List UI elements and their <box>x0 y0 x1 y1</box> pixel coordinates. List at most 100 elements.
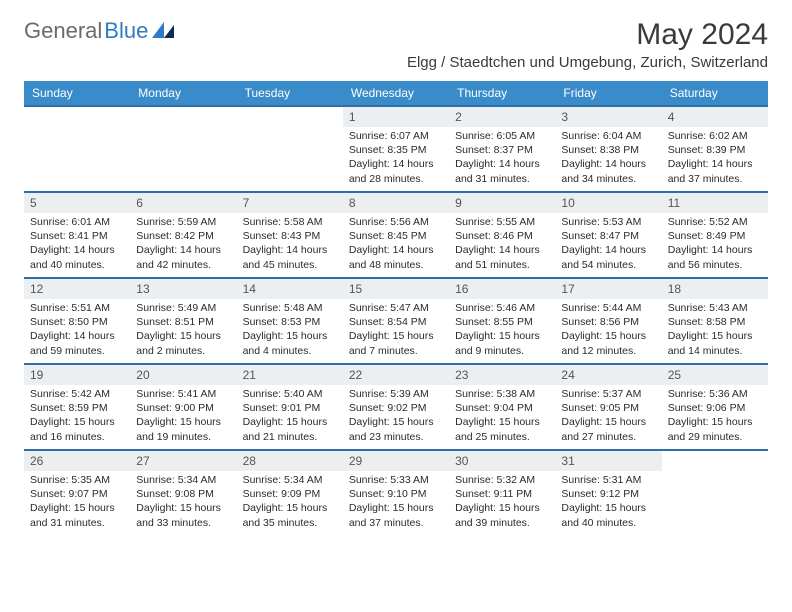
sunset-text: Sunset: 8:47 PM <box>561 229 655 243</box>
day-number: 19 <box>24 365 130 385</box>
sunrise-text: Sunrise: 5:43 AM <box>668 301 762 315</box>
sunset-text: Sunset: 8:56 PM <box>561 315 655 329</box>
day-data: Sunrise: 5:35 AMSunset: 9:07 PMDaylight:… <box>24 471 130 534</box>
day-number: 14 <box>237 279 343 299</box>
daylight-text: Daylight: 15 hours and 23 minutes. <box>349 415 443 443</box>
month-title: May 2024 <box>407 18 768 52</box>
sunrise-text: Sunrise: 6:02 AM <box>668 129 762 143</box>
calendar-cell: 12Sunrise: 5:51 AMSunset: 8:50 PMDayligh… <box>24 278 130 364</box>
day-data: Sunrise: 5:40 AMSunset: 9:01 PMDaylight:… <box>237 385 343 448</box>
sunset-text: Sunset: 9:01 PM <box>243 401 337 415</box>
sunrise-text: Sunrise: 5:39 AM <box>349 387 443 401</box>
daylight-text: Daylight: 14 hours and 31 minutes. <box>455 157 549 185</box>
day-number: 24 <box>555 365 661 385</box>
day-data: Sunrise: 6:05 AMSunset: 8:37 PMDaylight:… <box>449 127 555 190</box>
day-data: Sunrise: 5:36 AMSunset: 9:06 PMDaylight:… <box>662 385 768 448</box>
calendar-cell: 25Sunrise: 5:36 AMSunset: 9:06 PMDayligh… <box>662 364 768 450</box>
day-data: Sunrise: 5:53 AMSunset: 8:47 PMDaylight:… <box>555 213 661 276</box>
sunrise-text: Sunrise: 6:04 AM <box>561 129 655 143</box>
sunset-text: Sunset: 9:04 PM <box>455 401 549 415</box>
sunrise-text: Sunrise: 5:31 AM <box>561 473 655 487</box>
day-data: Sunrise: 5:56 AMSunset: 8:45 PMDaylight:… <box>343 213 449 276</box>
daylight-text: Daylight: 14 hours and 40 minutes. <box>30 243 124 271</box>
sunset-text: Sunset: 8:35 PM <box>349 143 443 157</box>
day-data: Sunrise: 6:07 AMSunset: 8:35 PMDaylight:… <box>343 127 449 190</box>
day-data: Sunrise: 5:44 AMSunset: 8:56 PMDaylight:… <box>555 299 661 362</box>
day-data: Sunrise: 5:42 AMSunset: 8:59 PMDaylight:… <box>24 385 130 448</box>
day-number: 25 <box>662 365 768 385</box>
sunrise-text: Sunrise: 5:40 AM <box>243 387 337 401</box>
brand-logo: GeneralBlue <box>24 18 178 44</box>
sunset-text: Sunset: 8:58 PM <box>668 315 762 329</box>
sunset-text: Sunset: 9:08 PM <box>136 487 230 501</box>
calendar-cell: 28Sunrise: 5:34 AMSunset: 9:09 PMDayligh… <box>237 450 343 536</box>
sunrise-text: Sunrise: 5:56 AM <box>349 215 443 229</box>
calendar-cell: 29Sunrise: 5:33 AMSunset: 9:10 PMDayligh… <box>343 450 449 536</box>
day-number: 15 <box>343 279 449 299</box>
day-number: 6 <box>130 193 236 213</box>
daylight-text: Daylight: 15 hours and 25 minutes. <box>455 415 549 443</box>
sunrise-text: Sunrise: 5:37 AM <box>561 387 655 401</box>
sunset-text: Sunset: 8:49 PM <box>668 229 762 243</box>
sunrise-text: Sunrise: 5:42 AM <box>30 387 124 401</box>
weekday-header: Tuesday <box>237 81 343 106</box>
daylight-text: Daylight: 15 hours and 19 minutes. <box>136 415 230 443</box>
calendar-header-row: SundayMondayTuesdayWednesdayThursdayFrid… <box>24 81 768 106</box>
day-number: 5 <box>24 193 130 213</box>
calendar-cell <box>237 106 343 192</box>
calendar-cell: 16Sunrise: 5:46 AMSunset: 8:55 PMDayligh… <box>449 278 555 364</box>
calendar-cell: 23 Sunrise: 5:38 AMSunset: 9:04 PMDayligh… <box>449 364 555 450</box>
sunset-text: Sunset: 8:42 PM <box>136 229 230 243</box>
brand-part1: General <box>24 18 102 44</box>
sunrise-text: Sunrise: 5:44 AM <box>561 301 655 315</box>
sunrise-text: Sunrise: 5:52 AM <box>668 215 762 229</box>
sunset-text: Sunset: 8:51 PM <box>136 315 230 329</box>
sunset-text: Sunset: 8:43 PM <box>243 229 337 243</box>
sunrise-text: Sunrise: 5:34 AM <box>243 473 337 487</box>
calendar-cell: 2Sunrise: 6:05 AMSunset: 8:37 PMDaylight… <box>449 106 555 192</box>
day-data: Sunrise: 6:02 AMSunset: 8:39 PMDaylight:… <box>662 127 768 190</box>
calendar-table: SundayMondayTuesdayWednesdayThursdayFrid… <box>24 81 768 536</box>
day-data: Sunrise: 5:31 AMSunset: 9:12 PMDaylight:… <box>555 471 661 534</box>
calendar-cell: 20Sunrise: 5:41 AMSunset: 9:00 PMDayligh… <box>130 364 236 450</box>
calendar-cell: 9Sunrise: 5:55 AMSunset: 8:46 PMDaylight… <box>449 192 555 278</box>
day-data: Sunrise: 5:59 AMSunset: 8:42 PMDaylight:… <box>130 213 236 276</box>
day-number: 3 <box>555 107 661 127</box>
page-header: GeneralBlue May 2024 Elgg / Staedtchen u… <box>24 18 768 71</box>
calendar-cell: 21Sunrise: 5:40 AMSunset: 9:01 PMDayligh… <box>237 364 343 450</box>
daylight-text: Daylight: 15 hours and 40 minutes. <box>561 501 655 529</box>
day-data: Sunrise: 5:58 AMSunset: 8:43 PMDaylight:… <box>237 213 343 276</box>
sunrise-text: Sunrise: 5:58 AM <box>243 215 337 229</box>
day-data: Sunrise: 5:34 AMSunset: 9:08 PMDaylight:… <box>130 471 236 534</box>
daylight-text: Daylight: 15 hours and 16 minutes. <box>30 415 124 443</box>
weekday-header: Sunday <box>24 81 130 106</box>
sunset-text: Sunset: 8:39 PM <box>668 143 762 157</box>
day-data: Sunrise: 5:48 AMSunset: 8:53 PMDaylight:… <box>237 299 343 362</box>
sunset-text: Sunset: 8:53 PM <box>243 315 337 329</box>
sunset-text: Sunset: 9:05 PM <box>561 401 655 415</box>
calendar-cell: 22Sunrise: 5:39 AMSunset: 9:02 PMDayligh… <box>343 364 449 450</box>
day-number: 27 <box>130 451 236 471</box>
calendar-cell <box>662 450 768 536</box>
day-number: 23 <box>449 365 555 385</box>
calendar-cell: 27Sunrise: 5:34 AMSunset: 9:08 PMDayligh… <box>130 450 236 536</box>
daylight-text: Daylight: 14 hours and 59 minutes. <box>30 329 124 357</box>
sunset-text: Sunset: 8:41 PM <box>30 229 124 243</box>
day-number: 11 <box>662 193 768 213</box>
brand-mark-icon <box>152 18 178 44</box>
day-number: 30 <box>449 451 555 471</box>
daylight-text: Daylight: 15 hours and 39 minutes. <box>455 501 549 529</box>
calendar-cell: 19Sunrise: 5:42 AMSunset: 8:59 PMDayligh… <box>24 364 130 450</box>
daylight-text: Daylight: 15 hours and 7 minutes. <box>349 329 443 357</box>
calendar-cell: 26Sunrise: 5:35 AMSunset: 9:07 PMDayligh… <box>24 450 130 536</box>
day-number: 8 <box>343 193 449 213</box>
sunrise-text: Sunrise: 5:34 AM <box>136 473 230 487</box>
daylight-text: Daylight: 15 hours and 35 minutes. <box>243 501 337 529</box>
calendar-body: 1Sunrise: 6:07 AMSunset: 8:35 PMDaylight… <box>24 106 768 536</box>
calendar-cell: 3Sunrise: 6:04 AMSunset: 8:38 PMDaylight… <box>555 106 661 192</box>
day-number: 26 <box>24 451 130 471</box>
day-number: 31 <box>555 451 661 471</box>
calendar-cell: 7Sunrise: 5:58 AMSunset: 8:43 PMDaylight… <box>237 192 343 278</box>
sunrise-text: Sunrise: 5:38 AM <box>455 387 549 401</box>
day-data: Sunrise: 5:37 AMSunset: 9:05 PMDaylight:… <box>555 385 661 448</box>
